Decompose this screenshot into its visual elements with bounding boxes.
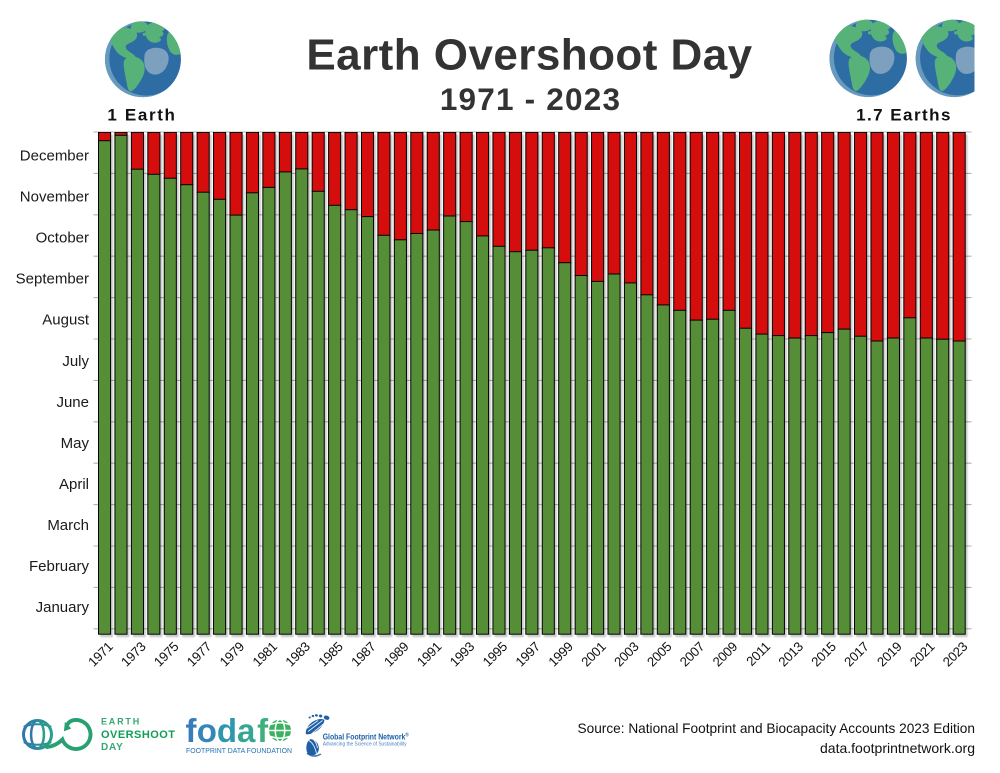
svg-text:April: April — [59, 476, 89, 493]
svg-text:1 Earth: 1 Earth — [107, 105, 176, 124]
svg-text:OVERSHOOT: OVERSHOOT — [101, 729, 175, 741]
svg-text:data.footprintnetwork.org: data.footprintnetwork.org — [820, 741, 975, 756]
svg-text:1.7 Earths: 1.7 Earths — [856, 105, 952, 124]
svg-text:f: f — [257, 712, 269, 749]
svg-text:o: o — [197, 712, 217, 749]
svg-text:March: March — [47, 517, 89, 534]
svg-text:Global Footprint Network®: Global Footprint Network® — [323, 732, 409, 742]
svg-text:February: February — [29, 558, 90, 575]
svg-text:August: August — [42, 312, 90, 329]
svg-text:Source: National Footprint and: Source: National Footprint and Biocapaci… — [578, 721, 976, 736]
svg-text:Advancing the Science of Susta: Advancing the Science of Sustainability — [323, 742, 407, 748]
svg-text:Earth Overshoot Day: Earth Overshoot Day — [306, 31, 752, 80]
svg-text:September: September — [16, 271, 89, 288]
svg-text:DAY: DAY — [101, 742, 124, 753]
svg-text:1971 - 2023: 1971 - 2023 — [440, 81, 621, 117]
svg-text:May: May — [61, 435, 90, 452]
svg-text:July: July — [62, 353, 89, 370]
svg-text:f: f — [186, 712, 198, 749]
svg-text:October: October — [36, 230, 89, 247]
svg-text:d: d — [217, 712, 237, 749]
svg-text:a: a — [237, 712, 256, 749]
svg-text:November: November — [20, 189, 89, 206]
svg-text:December: December — [20, 148, 89, 165]
svg-text:January: January — [36, 599, 90, 616]
svg-text:June: June — [56, 394, 89, 411]
svg-text:FOOTPRINT DATA FOUNDATION: FOOTPRINT DATA FOUNDATION — [186, 748, 292, 755]
svg-text:EARTH: EARTH — [101, 717, 141, 727]
